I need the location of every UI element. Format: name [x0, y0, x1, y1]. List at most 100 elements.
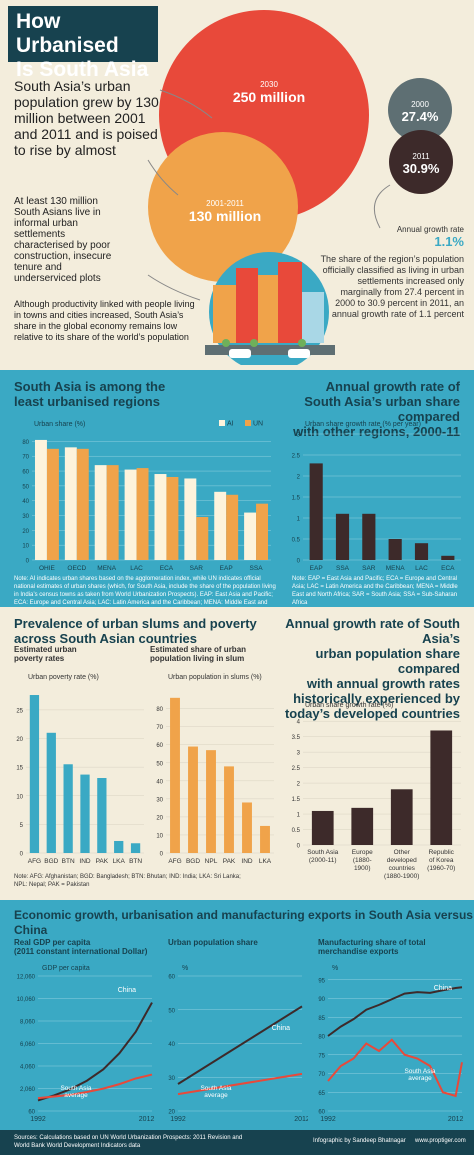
bar — [311, 810, 334, 845]
poverty-chart: Urban poverty rate (%) 0 5 10 15 20 25 AFG BGD BT… — [16, 674, 144, 865]
south-asia-line — [37, 1073, 153, 1100]
circle-2011-text: 2011 30.9% — [402, 152, 440, 176]
bar — [97, 778, 107, 853]
x-tick-label: 2012 — [139, 1116, 155, 1123]
x-tick-label: MENA — [386, 565, 405, 572]
y-tick-label: 40 — [156, 779, 163, 785]
bar — [226, 494, 239, 560]
y-tick-label: 10 — [156, 833, 163, 839]
y-tick-label: 8,060 — [20, 1020, 36, 1026]
bar — [362, 513, 376, 560]
bar — [260, 825, 270, 853]
circle-2000 — [388, 78, 452, 142]
y-tick-label: 0 — [297, 844, 301, 850]
y-tick-label: 10 — [16, 794, 23, 800]
bar — [76, 448, 89, 560]
bar — [184, 478, 197, 560]
y-tick-label: 20 — [168, 1110, 175, 1116]
x-tick-label: 1992 — [320, 1116, 336, 1123]
x-tick-label: LAC — [415, 565, 428, 572]
bar — [166, 476, 179, 560]
x-tick-label: 2012 — [294, 1116, 308, 1123]
gdp-line-chart: GDP per capita 60 2,060 4,060 6,060 8,060 10,0… — [17, 965, 155, 1123]
y-tick-label: 90 — [318, 997, 325, 1003]
footer-site[interactable]: www.proptiger.com — [415, 1138, 466, 1144]
south-asia-label: South Asia — [60, 1085, 91, 1092]
y-tick-label: 95 — [318, 978, 325, 984]
x-tick-label: developed — [387, 857, 417, 864]
x-tick-label: NPL — [205, 858, 218, 865]
y-tick-label: 20 — [16, 737, 23, 743]
x-tick-label: SSA — [336, 565, 350, 572]
y-tick-label: 2,060 — [20, 1087, 36, 1093]
x-tick-label: PAK — [96, 858, 109, 865]
gdp-subtitle: Real GDP per capita (2011 constant inter… — [14, 938, 148, 956]
left-note: Note: AI indicates urban shares based on… — [14, 576, 276, 606]
x-tick-label: 1900) — [354, 865, 371, 872]
y-tick-label: 60 — [318, 1110, 325, 1116]
bar — [63, 764, 73, 853]
y-tick-label: 6,060 — [20, 1042, 36, 1048]
y-tick-label: 0 — [26, 559, 30, 565]
manufacturing-subtitle: Manufacturing share of total merchandise… — [318, 938, 426, 956]
south-asia-label: average — [408, 1075, 432, 1082]
bar — [46, 448, 59, 560]
y-tick-label: 2.5 — [292, 766, 301, 772]
y-tick-label: 0 — [297, 559, 301, 565]
right-note: Note: EAP = East Asia and Pacific; ECA =… — [292, 576, 458, 606]
x-tick-label: IND — [241, 858, 253, 865]
x-tick-label: BTN — [62, 858, 75, 865]
left-section-title: South Asia is among the least urbanised … — [14, 379, 166, 409]
bar — [244, 512, 257, 560]
y-tick-label: 3.5 — [292, 735, 301, 741]
y-tick-label: 60 — [28, 1110, 35, 1116]
y-tick-label: 20 — [22, 529, 29, 535]
y-tick-label: 75 — [318, 1053, 325, 1059]
city-buildings-icon — [205, 262, 335, 358]
y-tick-label: 25 — [16, 708, 23, 714]
x-tick-label: (2000-11) — [309, 857, 337, 864]
x-tick-label: of Korea — [429, 857, 454, 864]
x-tick-label: (1880- — [353, 857, 372, 864]
south-asia-label: average — [204, 1092, 228, 1099]
slum-chart: Urban population in slums (%) 0 10 20 30 40 50… — [156, 674, 274, 865]
y-tick-label: 65 — [318, 1091, 325, 1097]
y-tick-label: 70 — [22, 455, 29, 461]
legend-swatch — [245, 420, 251, 426]
y-axis-title: % — [182, 965, 188, 972]
y-tick-label: 50 — [168, 1008, 175, 1014]
y-tick-label: 70 — [156, 725, 163, 731]
historical-growth-chart: Urban share growth rate (%) 0 0.5 1 1.5 2 2.5 3… — [292, 702, 461, 880]
x-tick-label: BGD — [44, 858, 58, 865]
bar — [214, 491, 227, 560]
x-tick-label: LKA — [259, 858, 272, 865]
legend-label: UN — [253, 421, 263, 428]
y-tick-label: 30 — [168, 1076, 175, 1082]
page-title: How Urbanised Is South Asia — [8, 6, 158, 81]
x-tick-label: BTN — [129, 858, 142, 865]
bar — [441, 555, 455, 560]
y-axis-title: Urban poverty rate (%) — [28, 674, 99, 681]
bar — [136, 468, 149, 560]
bar — [309, 463, 323, 560]
x-tick-label: (1880-1900) — [384, 873, 419, 880]
intro-text: South Asia’s urban population grew by 13… — [14, 78, 159, 158]
urban-line-chart: % 20 30 40 50 60 1992 2012 China South Asiaaverag… — [168, 965, 308, 1123]
x-tick-label: SAR — [190, 565, 204, 572]
y-tick-label: 4 — [297, 720, 301, 726]
y-tick-label: 5 — [20, 823, 24, 829]
y-tick-label: 10 — [22, 544, 29, 550]
south-asia-label: South Asia — [404, 1068, 435, 1075]
bar — [388, 539, 402, 560]
x-tick-label: Other — [394, 849, 411, 856]
x-tick-label: (1960-70) — [427, 865, 455, 872]
y-tick-label: 1 — [297, 517, 301, 523]
slums-text: At least 130 million South Asians live i… — [14, 196, 112, 284]
y-tick-label: 80 — [22, 440, 29, 446]
bar — [170, 697, 180, 853]
y-tick-label: 0 — [20, 852, 24, 858]
x-tick-label: South Asia — [307, 849, 338, 856]
y-tick-label: 60 — [156, 743, 163, 749]
y-axis-title: GDP per capita — [42, 965, 90, 972]
y-axis-title: Urban share (%) — [34, 421, 85, 428]
